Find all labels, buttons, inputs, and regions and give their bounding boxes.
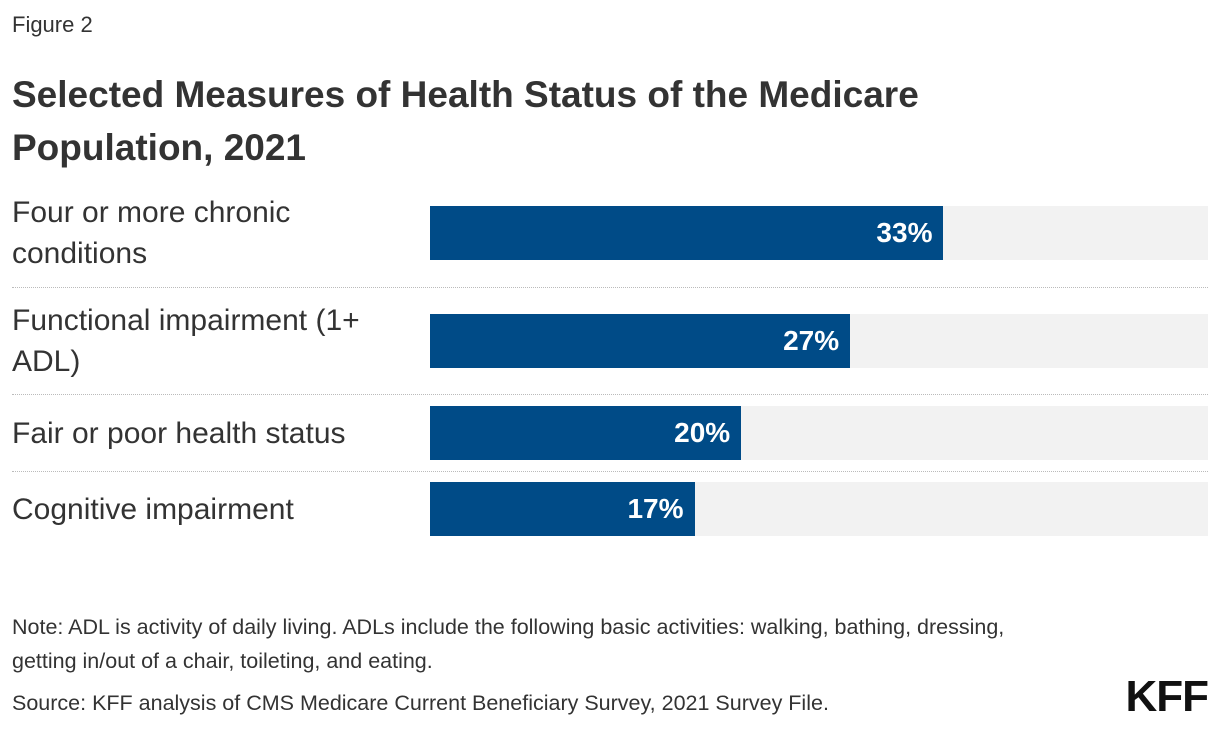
category-label: Fair or poor health status: [12, 416, 346, 450]
row-separator: [12, 287, 1208, 288]
bar: [430, 314, 851, 368]
chart-title: Selected Measures of Health Status of th…: [12, 74, 919, 168]
source: Source: KFF analysis of CMS Medicare Cur…: [12, 691, 829, 715]
value-label: 33%: [876, 217, 933, 248]
note: Note: ADL is activity of daily living. A…: [12, 615, 1005, 673]
bar: [430, 406, 742, 460]
value-label: 27%: [783, 325, 840, 356]
logo: KFF: [1125, 672, 1209, 721]
category-label: Cognitive impairment: [12, 492, 294, 526]
figure-label: Figure 2: [12, 12, 93, 37]
value-label: 17%: [627, 493, 684, 524]
bar: [430, 482, 695, 536]
row-separator: [12, 394, 1208, 395]
row-separator: [12, 471, 1208, 472]
bar: [430, 206, 944, 260]
category-label: Functional impairment (1+ ADL): [12, 304, 360, 378]
value-label: 20%: [674, 417, 731, 448]
category-label: Four or more chronic conditions: [12, 196, 291, 270]
